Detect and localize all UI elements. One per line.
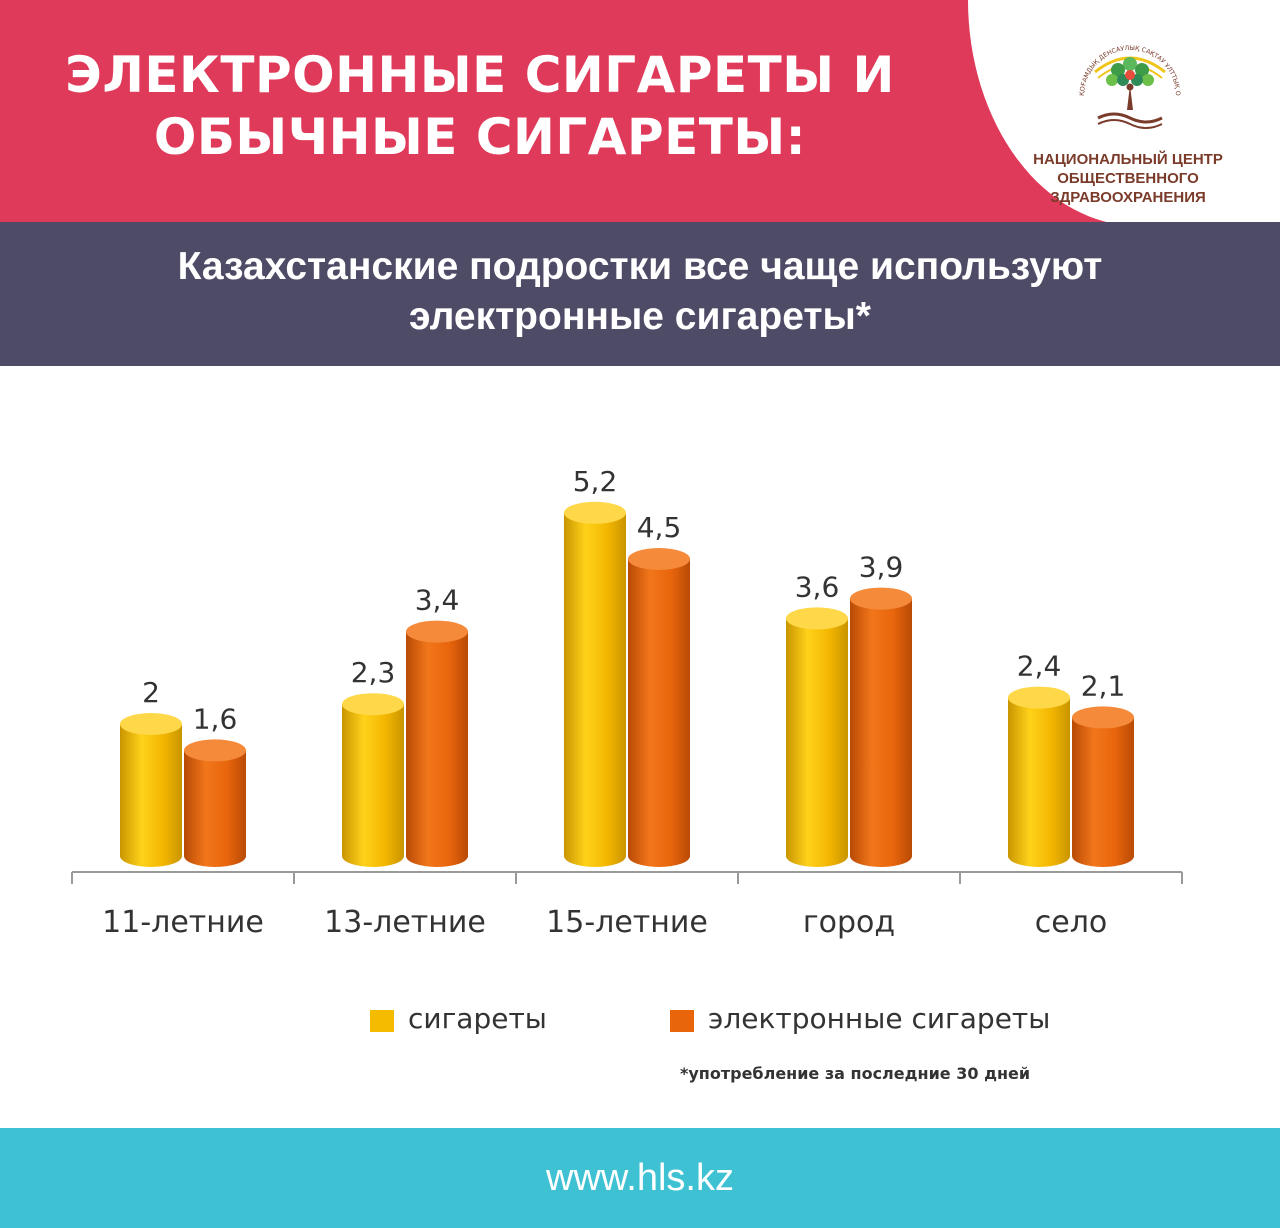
- footer-banner: [0, 1128, 1280, 1228]
- legend-swatch-e-cigarettes: [670, 1010, 694, 1032]
- bar-top-cigarettes: [342, 693, 404, 716]
- bar-top-e-cigarettes: [406, 620, 468, 643]
- data-label: 3,9: [859, 551, 904, 584]
- bar-cigarettes: [342, 704, 404, 867]
- x-tick-label: город: [803, 905, 895, 940]
- data-label: 1,6: [193, 702, 238, 735]
- bar-e-cigarettes: [1072, 717, 1134, 867]
- logo-line-1: НАЦИОНАЛЬНЫЙ ЦЕНТР: [1033, 151, 1223, 168]
- legend-label-cigarettes: сигареты: [408, 1002, 547, 1035]
- legend-label-e-cigarettes: электронные сигареты: [708, 1002, 1051, 1035]
- bar-top-e-cigarettes: [628, 548, 690, 570]
- bar-e-cigarettes: [406, 631, 468, 867]
- data-label: 3,6: [795, 570, 840, 603]
- data-label: 2: [142, 676, 160, 709]
- data-label: 3,4: [415, 584, 460, 617]
- data-label: 2,3: [351, 656, 396, 689]
- logo-line-3: ЗДРАВООХРАНЕНИЯ: [1050, 189, 1206, 206]
- bar-top-e-cigarettes: [850, 587, 912, 610]
- x-tick-label: 13-летние: [324, 905, 486, 940]
- bar-top-cigarettes: [786, 607, 848, 630]
- bar-cigarettes: [786, 618, 848, 867]
- data-label: 5,2: [573, 465, 618, 498]
- footnote: *употребление за последние 30 дней: [680, 1064, 1031, 1083]
- subtitle-line-1: Казахстанские подростки все чаще использ…: [177, 245, 1103, 288]
- bar-chart: 2 1,6 11-летние 2,3 3,4 13-летние 5,2 4,5 15-лет…: [71, 465, 1183, 940]
- data-label: 2,1: [1081, 669, 1126, 702]
- x-tick-label: 11-летние: [102, 905, 264, 940]
- data-label: 2,4: [1017, 650, 1062, 683]
- bar-cigarettes: [120, 724, 182, 867]
- bar-cigarettes: [564, 512, 626, 867]
- bar-top-cigarettes: [120, 713, 182, 735]
- data-label: 4,5: [637, 511, 682, 544]
- x-tick-label: 15-летние: [546, 905, 708, 940]
- bar-top-cigarettes: [564, 501, 626, 524]
- legend-swatch-cigarettes: [370, 1010, 394, 1032]
- logo-caption: НАЦИОНАЛЬНЫЙ ЦЕНТР ОБЩЕСТВЕННОГО ЗДРАВОО…: [1010, 150, 1246, 207]
- chart-legend: сигареты электронные сигареты: [370, 1000, 1150, 1040]
- bar-cigarettes: [1008, 697, 1070, 867]
- subheader-banner: [0, 222, 1280, 366]
- bar-e-cigarettes: [628, 559, 690, 867]
- bar-top-e-cigarettes: [184, 739, 246, 762]
- subtitle: Казахстанские подростки все чаще использ…: [40, 242, 1240, 342]
- x-tick-label: село: [1035, 905, 1107, 940]
- title-line-1: ЭЛЕКТРОННЫЕ СИГАРЕТЫ И: [65, 46, 895, 104]
- bar-top-cigarettes: [1008, 686, 1070, 709]
- subtitle-line-2: электронные сигареты*: [409, 295, 871, 338]
- bar-top-e-cigarettes: [1072, 706, 1134, 729]
- logo-line-2: ОБЩЕСТВЕННОГО: [1057, 170, 1199, 187]
- tree-emblem-icon: ҚОҒАМДЫҚ ДЕНСАУЛЫҚ САҚТАУ ҰЛТТЫҚ ОРТАЛЫҒ…: [1070, 30, 1181, 129]
- bar-e-cigarettes: [850, 598, 912, 867]
- bar-e-cigarettes: [184, 750, 246, 867]
- title-line-2: ОБЫЧНЫЕ СИГАРЕТЫ:: [153, 108, 807, 166]
- page-title: ЭЛЕКТРОННЫЕ СИГАРЕТЫ И ОБЫЧНЫЕ СИГАРЕТЫ:: [20, 44, 940, 168]
- website-link[interactable]: www.hls.kz: [546, 1157, 734, 1199]
